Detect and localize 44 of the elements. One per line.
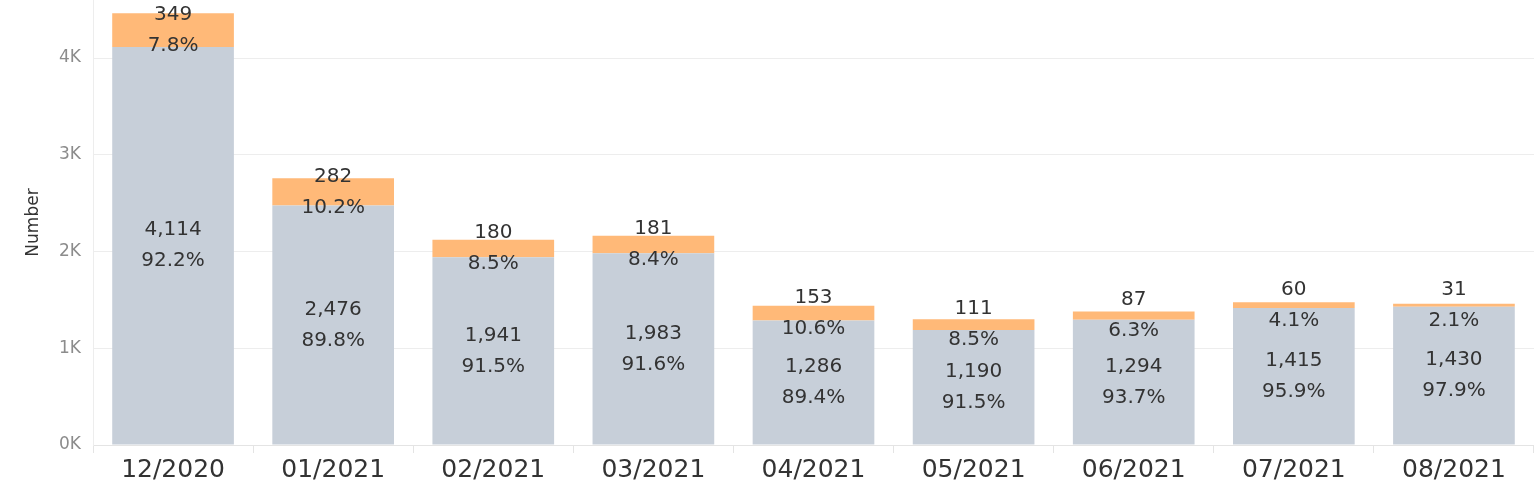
data-label: 153 10.6% xyxy=(781,283,846,339)
x-tick-label: 06/2021 xyxy=(1081,453,1186,483)
x-tick-label: 08/2021 xyxy=(1402,453,1506,483)
bar xyxy=(912,319,1035,330)
y-axis-title: Number xyxy=(21,188,42,257)
data-label: 60 4.1% xyxy=(1268,275,1320,331)
bar xyxy=(1393,306,1515,445)
data-label: 87 6.3% xyxy=(1108,286,1160,342)
data-label: 1,941 91.5% xyxy=(461,321,526,377)
data-label: 180 8.5% xyxy=(467,219,519,275)
data-label: 111 8.5% xyxy=(948,295,1000,351)
x-tick-label: 04/2021 xyxy=(761,453,866,483)
bar xyxy=(752,320,875,445)
bar xyxy=(912,329,1035,445)
y-tick-label: 4K xyxy=(59,46,82,67)
data-label: 1,430 97.9% xyxy=(1422,346,1486,402)
bar xyxy=(1072,319,1195,445)
x-tick-label: 01/2021 xyxy=(281,453,386,483)
y-tick-label: 1K xyxy=(59,336,82,357)
data-label: 31 2.1% xyxy=(1428,275,1480,331)
data-label: 181 8.4% xyxy=(627,215,679,271)
y-tick-label: 3K xyxy=(59,143,82,164)
data-label: 1,415 95.9% xyxy=(1262,347,1326,403)
bar xyxy=(752,305,875,321)
bar xyxy=(1232,302,1355,309)
bar xyxy=(432,257,555,445)
y-tick-label: 2K xyxy=(59,239,82,260)
data-label: 4,114 92.2% xyxy=(141,216,205,272)
y-tick-label: 0K xyxy=(59,433,82,454)
data-label: 2,476 89.8% xyxy=(301,295,365,351)
x-tick-label: 03/2021 xyxy=(601,453,706,483)
x-tick-label: 07/2021 xyxy=(1241,453,1346,483)
data-label: 1,294 93.7% xyxy=(1101,352,1166,408)
data-label: 1,286 89.4% xyxy=(781,353,846,409)
bar xyxy=(1232,308,1355,445)
x-tick-label: 05/2021 xyxy=(921,453,1026,483)
bar xyxy=(1072,311,1195,320)
bar xyxy=(1393,303,1515,307)
bar xyxy=(592,253,715,445)
data-label: 1,983 91.6% xyxy=(621,319,686,375)
data-label: 349 7.8% xyxy=(147,0,199,56)
x-tick-label: 12/2020 xyxy=(121,453,225,483)
x-tick-label: 02/2021 xyxy=(441,453,546,483)
data-label: 1,190 91.5% xyxy=(941,357,1006,413)
